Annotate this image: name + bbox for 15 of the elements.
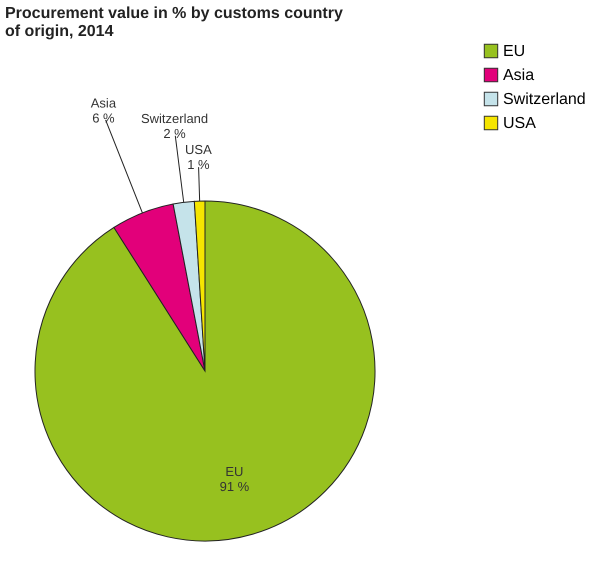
slice-label: Asia [90, 95, 117, 110]
text: Procurement value in % by customs country [5, 5, 343, 22]
data-label: 91 % [220, 479, 250, 494]
data-label: 1 % [187, 157, 210, 172]
text: of origin, 2014 [5, 23, 114, 40]
slice-label: EU [225, 464, 244, 480]
slice-label: Switzerland [140, 110, 208, 126]
data-label: 2 % [163, 126, 186, 141]
legend-label: Switzerland [503, 91, 586, 108]
legend-label: USA [503, 115, 536, 132]
slice-label: USA [185, 142, 212, 158]
pie-slice [34, 200, 376, 542]
legend-label: Asia [503, 67, 534, 84]
data-label: 6 % [92, 110, 116, 126]
legend-label: EU [503, 43, 526, 60]
